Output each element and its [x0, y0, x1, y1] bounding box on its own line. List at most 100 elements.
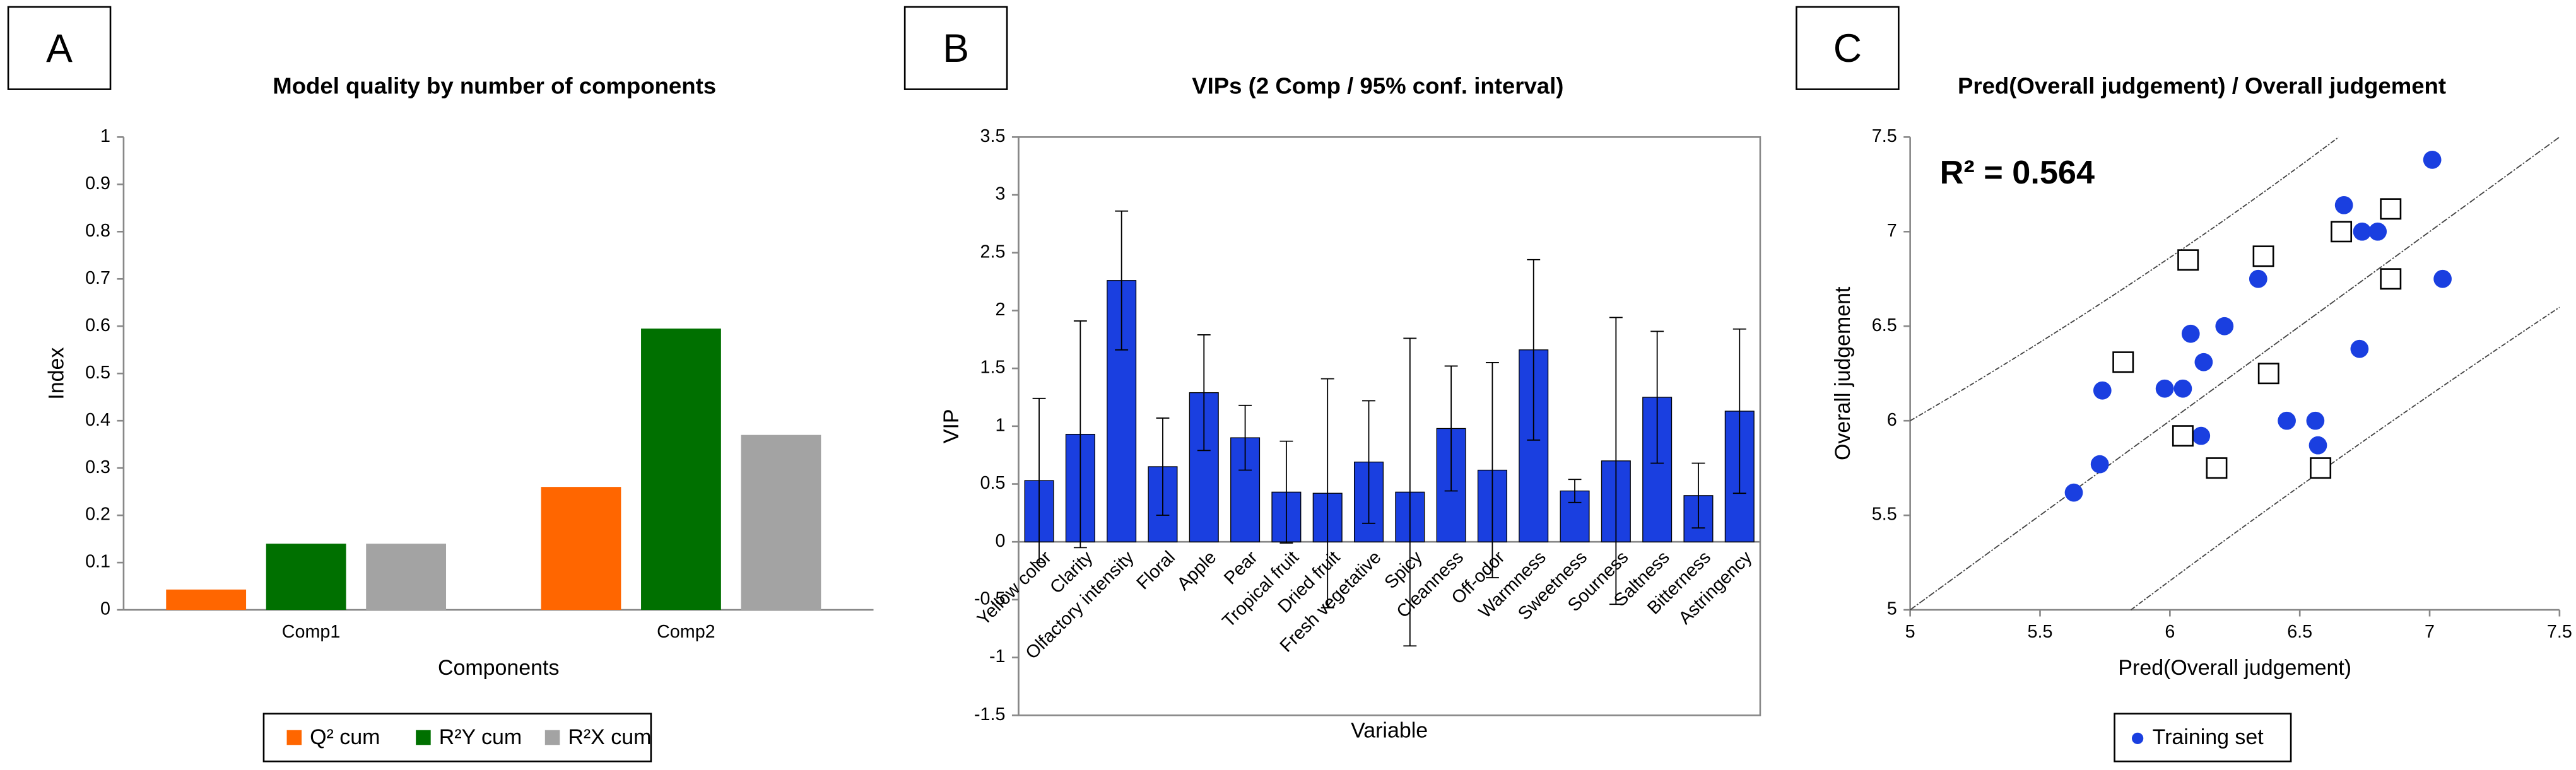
- bar: [641, 328, 721, 610]
- point: [2181, 324, 2200, 343]
- legend-swatch: [2131, 732, 2144, 744]
- y-tick-label: 5.5: [1872, 505, 1897, 525]
- point: [2172, 425, 2194, 447]
- confidence-band: [2131, 306, 2560, 610]
- y-tick-label: 2.5: [980, 242, 1006, 262]
- panel-box: [903, 6, 1008, 90]
- point: [2249, 269, 2267, 288]
- point: [2368, 222, 2387, 241]
- identity-line: [1910, 136, 2560, 610]
- y-tick-label: 0.8: [85, 221, 110, 241]
- bar: [266, 544, 346, 610]
- y-tick-label: 1: [996, 415, 1006, 435]
- legend-box: [2114, 713, 2292, 762]
- legend-label: R²X cum: [568, 725, 651, 749]
- y-tick-label: -1.5: [974, 704, 1006, 725]
- y-tick-label: 2: [996, 300, 1006, 320]
- x-tick-label: 5.5: [2028, 622, 2053, 642]
- point: [2194, 353, 2213, 371]
- legend-label: Training set: [2153, 725, 2264, 749]
- confidence-band: [1910, 136, 2339, 421]
- x-axis-label: Components: [438, 656, 559, 680]
- point: [2306, 411, 2325, 430]
- y-tick-label: 0.5: [85, 363, 110, 383]
- point: [2155, 379, 2174, 398]
- bar: [166, 589, 247, 610]
- y-tick-label: 3: [996, 184, 1006, 204]
- bar: [366, 544, 447, 610]
- y-tick-label: -0.5: [974, 588, 1006, 609]
- legend-label: R²Y cum: [439, 725, 522, 749]
- chart-title: Pred(Overall judgement) / Overall judgem…: [1958, 73, 2446, 99]
- panel-label: C: [1833, 26, 1862, 71]
- y-tick-label: 6: [1887, 410, 1897, 430]
- x-tick-label: 5: [1905, 622, 1915, 642]
- point: [2380, 198, 2402, 220]
- y-tick-label: 0.6: [85, 315, 110, 335]
- point: [2173, 379, 2192, 398]
- plot-frame: [1018, 136, 1761, 716]
- point: [2380, 268, 2402, 290]
- legend-swatch: [286, 730, 302, 745]
- y-tick-label: 0.9: [85, 173, 110, 194]
- point: [2334, 195, 2353, 214]
- point: [2252, 245, 2274, 267]
- point: [2206, 457, 2228, 479]
- x-tick-label: 7.5: [2547, 622, 2572, 642]
- y-tick-label: 0: [100, 599, 110, 619]
- y-tick-label: 3.5: [980, 126, 1006, 146]
- point: [2310, 457, 2332, 479]
- panel-label: B: [943, 26, 969, 71]
- y-tick-label: 0.5: [980, 473, 1006, 493]
- chart-title: VIPs (2 Comp / 95% conf. interval): [1192, 73, 1563, 99]
- point: [2090, 455, 2109, 474]
- point: [2353, 222, 2372, 241]
- x-tick-label: Comp1: [282, 622, 341, 642]
- x-tick-label: 6.5: [2287, 622, 2312, 642]
- legend-swatch: [544, 730, 560, 745]
- y-tick-label: 7.5: [1872, 126, 1897, 146]
- point: [2331, 221, 2353, 243]
- bar: [541, 487, 621, 610]
- y-tick-label: 0.2: [85, 505, 110, 525]
- point: [2257, 363, 2279, 385]
- legend-box: [262, 713, 652, 762]
- panel-box: [7, 6, 112, 90]
- x-axis-label: Pred(Overall judgement): [2118, 656, 2351, 680]
- y-tick-label: 7: [1887, 221, 1897, 241]
- y-tick-label: 1: [100, 126, 110, 146]
- annotation: R² = 0.564: [1940, 155, 2095, 191]
- bar: [741, 435, 821, 610]
- point: [2350, 339, 2369, 358]
- y-tick-label: 5: [1887, 599, 1897, 619]
- y-tick-label: -1: [989, 646, 1006, 667]
- point: [2177, 249, 2199, 271]
- panel-label: A: [46, 26, 73, 71]
- point: [2112, 351, 2134, 373]
- legend-swatch: [416, 730, 431, 745]
- point: [2308, 436, 2327, 455]
- chart-title: Model quality by number of components: [273, 73, 716, 99]
- y-tick-label: 0.7: [85, 268, 110, 288]
- y-tick-label: 0.3: [85, 457, 110, 477]
- point: [2278, 411, 2296, 430]
- point: [2064, 483, 2083, 502]
- point: [2433, 269, 2452, 288]
- y-tick-label: 1.5: [980, 358, 1006, 378]
- point: [2215, 317, 2234, 335]
- x-tick-label: Comp2: [657, 622, 715, 642]
- point: [2192, 426, 2211, 445]
- x-tick-label: Floral: [1133, 547, 1179, 593]
- y-tick-label: 0.4: [85, 410, 110, 430]
- y-axis-label: VIP: [939, 409, 963, 443]
- y-tick-label: 6.5: [1872, 315, 1897, 335]
- point: [2423, 150, 2442, 169]
- x-axis-label: Variable: [1351, 718, 1428, 742]
- y-tick-label: 0.1: [85, 552, 110, 572]
- x-tick-label: 6: [2165, 622, 2175, 642]
- x-tick-label: 7: [2425, 622, 2435, 642]
- legend-label: Q² cum: [310, 725, 380, 749]
- y-axis-label: Index: [44, 347, 68, 400]
